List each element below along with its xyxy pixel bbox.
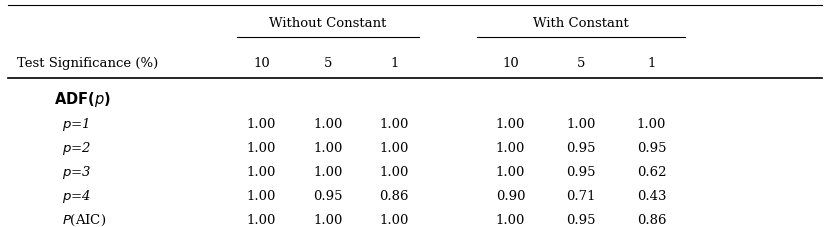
Text: Without Constant: Without Constant [269, 17, 387, 30]
Text: 1.00: 1.00 [313, 212, 343, 226]
Text: 1: 1 [647, 57, 656, 70]
Text: 1.00: 1.00 [313, 117, 343, 130]
Text: 0.95: 0.95 [566, 165, 596, 178]
Text: 1.00: 1.00 [379, 117, 409, 130]
Text: $p$=4: $p$=4 [62, 187, 91, 204]
Text: $p$=3: $p$=3 [62, 163, 91, 180]
Text: 0.62: 0.62 [637, 165, 666, 178]
Text: 0.86: 0.86 [637, 212, 666, 226]
Text: 0.43: 0.43 [637, 189, 666, 202]
Text: 1.00: 1.00 [247, 165, 276, 178]
Text: 0.95: 0.95 [637, 141, 666, 154]
Text: 0.95: 0.95 [566, 212, 596, 226]
Text: 1.00: 1.00 [379, 212, 409, 226]
Text: $p$=2: $p$=2 [62, 139, 91, 156]
Text: 5: 5 [577, 57, 585, 70]
Text: 1.00: 1.00 [496, 117, 525, 130]
Text: Test Significance (%): Test Significance (%) [17, 57, 158, 70]
Text: 1.00: 1.00 [247, 189, 276, 202]
Text: $P$(AIC): $P$(AIC) [62, 212, 106, 227]
Text: 10: 10 [502, 57, 519, 70]
Text: 1.00: 1.00 [496, 212, 525, 226]
Text: 1.00: 1.00 [247, 117, 276, 130]
Text: 1.00: 1.00 [247, 141, 276, 154]
Text: 1: 1 [390, 57, 398, 70]
Text: 1.00: 1.00 [247, 212, 276, 226]
Text: 1.00: 1.00 [496, 141, 525, 154]
Text: $\bf{ADF(}$$\it{p}$$\bf{)}$: $\bf{ADF(}$$\it{p}$$\bf{)}$ [54, 89, 110, 108]
Text: 0.95: 0.95 [313, 189, 343, 202]
Text: 1.00: 1.00 [566, 117, 596, 130]
Text: 1.00: 1.00 [313, 141, 343, 154]
Text: 1.00: 1.00 [379, 165, 409, 178]
Text: 0.95: 0.95 [566, 141, 596, 154]
Text: With Constant: With Constant [533, 17, 629, 30]
Text: 1.00: 1.00 [637, 117, 666, 130]
Text: 1.00: 1.00 [379, 141, 409, 154]
Text: 0.86: 0.86 [379, 189, 409, 202]
Text: 1.00: 1.00 [313, 165, 343, 178]
Text: $p$=1: $p$=1 [62, 115, 90, 132]
Text: 10: 10 [253, 57, 270, 70]
Text: 5: 5 [324, 57, 332, 70]
Text: 0.90: 0.90 [496, 189, 525, 202]
Text: 0.71: 0.71 [566, 189, 596, 202]
Text: 1.00: 1.00 [496, 165, 525, 178]
